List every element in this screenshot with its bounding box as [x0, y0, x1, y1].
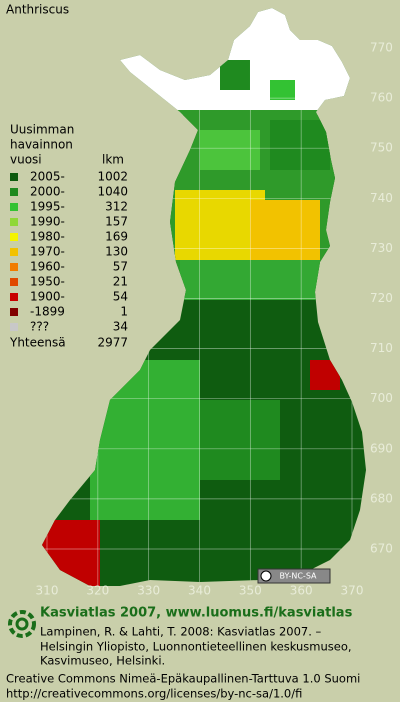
- x-tick-label: 320: [86, 584, 109, 598]
- x-tick-label: 350: [239, 584, 262, 598]
- legend-label: -1899: [30, 305, 65, 319]
- citation: Lampinen, R. & Lahti, T. 2008: Kasviatla…: [40, 625, 322, 639]
- region-fill: [270, 80, 295, 100]
- cc-icon: [260, 570, 272, 582]
- legend-count-header: lkm: [102, 153, 124, 167]
- legend-label: 1980-: [30, 230, 65, 244]
- legend-swatch: [10, 173, 18, 181]
- site-link[interactable]: Kasviatlas 2007, www.luomus.fi/kasviatla…: [40, 606, 353, 621]
- legend-count: 157: [105, 215, 128, 229]
- legend-count: 1040: [97, 185, 128, 199]
- legend-count: 1002: [97, 170, 128, 184]
- cc-badge[interactable]: [257, 568, 331, 584]
- legend-header: vuosi: [10, 153, 42, 167]
- y-tick-label: 750: [370, 141, 393, 155]
- title: Anthriscus: [6, 3, 69, 17]
- y-tick-label: 690: [370, 441, 393, 455]
- legend-swatch: [10, 233, 18, 241]
- legend-label: ???: [30, 320, 49, 334]
- y-tick-label: 740: [370, 191, 393, 205]
- region-fill: [200, 130, 260, 170]
- legend-label: 2000-: [30, 185, 65, 199]
- legend-label: 1970-: [30, 245, 65, 259]
- citation: Kasvimuseo, Helsinki.: [40, 654, 165, 668]
- legend-header: Uusimman: [10, 123, 74, 137]
- region-fill: [250, 200, 320, 260]
- region-fill: [200, 400, 280, 480]
- legend-count: 169: [105, 230, 128, 244]
- license: Creative Commons Nimeä-Epäkaupallinen-Ta…: [6, 672, 360, 686]
- y-tick-label: 720: [370, 291, 393, 305]
- legend-swatch: [10, 188, 18, 196]
- x-tick-label: 310: [36, 584, 59, 598]
- legend-label: 1900-: [30, 290, 65, 304]
- legend-count: 1: [120, 305, 128, 319]
- region-fill: [42, 520, 100, 586]
- x-tick-label: 360: [290, 584, 313, 598]
- logo: [8, 610, 36, 638]
- legend-count: 130: [105, 245, 128, 259]
- region-fill: [270, 120, 330, 170]
- x-tick-label: 370: [341, 584, 364, 598]
- coordinate-labels: 310 320 330 340 350 360 370 670 680 690 700 710 720 7…: [36, 41, 393, 598]
- y-tick-label: 760: [370, 91, 393, 105]
- legend-label: 1960-: [30, 260, 65, 274]
- y-tick-label: 710: [370, 341, 393, 355]
- legend-count: 57: [113, 260, 128, 274]
- total-label: Yhteensä: [9, 336, 66, 350]
- legend-swatch: [10, 308, 18, 316]
- logo-core: [15, 617, 29, 631]
- total-count: 2977: [97, 336, 128, 350]
- legend-swatch: [10, 248, 18, 256]
- legend-swatch: [10, 293, 18, 301]
- y-tick-label: 680: [370, 491, 393, 505]
- legend-swatch: [10, 323, 18, 331]
- y-tick-label: 770: [370, 41, 393, 55]
- legend-count: 54: [113, 290, 128, 304]
- x-tick-label: 340: [188, 584, 211, 598]
- legend-count: 21: [113, 275, 128, 289]
- logo-ring: [8, 610, 36, 638]
- legend-count: 34: [113, 320, 128, 334]
- y-tick-label: 730: [370, 241, 393, 255]
- y-tick-label: 700: [370, 391, 393, 405]
- legend-count: 312: [105, 200, 128, 214]
- legend-label: 1990-: [30, 215, 65, 229]
- legend-label: 1995-: [30, 200, 65, 214]
- cc-label: BY-NC-SA: [279, 572, 317, 581]
- legend-swatch: [10, 263, 18, 271]
- region-fill: [90, 360, 200, 520]
- citation: Helsingin Yliopisto, Luonnontieteellinen…: [40, 640, 352, 654]
- legend-swatch: [10, 218, 18, 226]
- license-link[interactable]: http://creativecommons.org/licenses/by-n…: [6, 687, 302, 701]
- legend-label: 1950-: [30, 275, 65, 289]
- region-fill: [220, 60, 250, 90]
- x-tick-label: 330: [137, 584, 160, 598]
- legend-label: 2005-: [30, 170, 65, 184]
- legend-swatch: [10, 203, 18, 211]
- y-tick-label: 670: [370, 542, 393, 556]
- region-fill: [310, 360, 340, 390]
- legend-header: havainnon: [10, 138, 73, 152]
- legend-swatch: [10, 278, 18, 286]
